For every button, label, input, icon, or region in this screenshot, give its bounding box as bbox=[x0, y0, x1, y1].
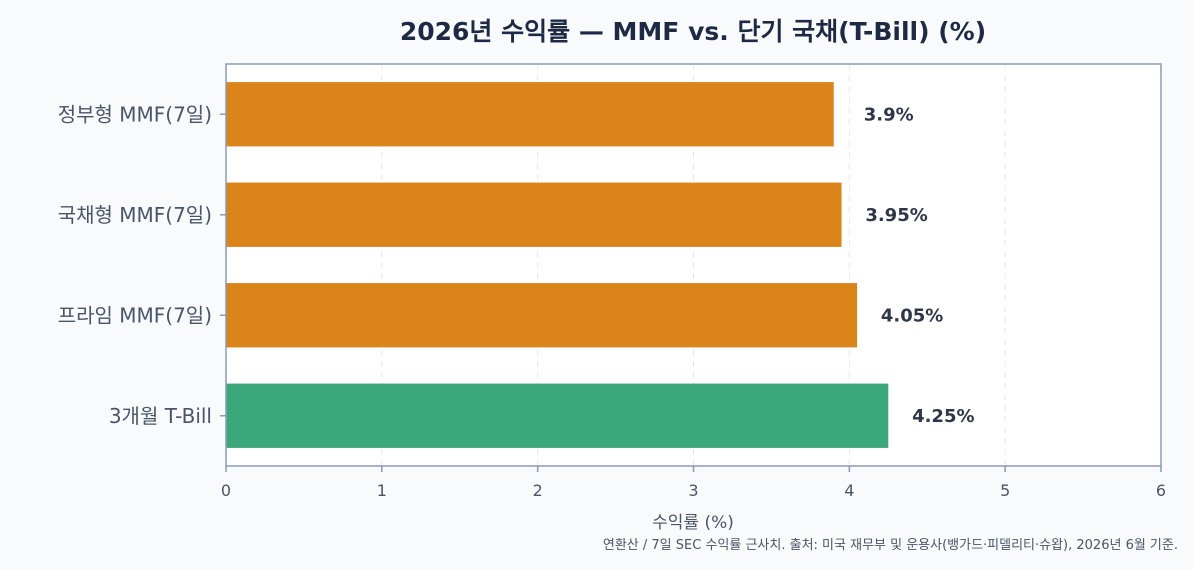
x-tick-label: 1 bbox=[377, 481, 387, 500]
bar bbox=[226, 182, 842, 247]
x-tick-label: 4 bbox=[844, 481, 854, 500]
category-label: 정부형 MMF(7일) bbox=[58, 102, 212, 126]
category-label: 국채형 MMF(7일) bbox=[58, 203, 212, 227]
bar bbox=[226, 82, 834, 147]
data-label: 4.05% bbox=[881, 305, 943, 326]
x-tick-label: 5 bbox=[1000, 481, 1010, 500]
x-tick-label: 3 bbox=[688, 481, 698, 500]
bar bbox=[226, 383, 889, 448]
category-label: 프라임 MMF(7일) bbox=[58, 303, 212, 327]
data-label: 3.95% bbox=[865, 205, 927, 226]
x-axis: 0 1 2 3 4 5 6 bbox=[221, 466, 1166, 500]
data-label: 3.9% bbox=[864, 104, 914, 125]
bar bbox=[226, 283, 858, 348]
data-label: 4.25% bbox=[912, 406, 974, 427]
chart-footnote: 연환산 / 7일 SEC 수익률 근사치. 출처: 미국 재무부 및 운용사(뱅… bbox=[603, 538, 1178, 553]
x-tick-label: 6 bbox=[1156, 481, 1166, 500]
x-tick-label: 2 bbox=[533, 481, 543, 500]
chart-title: 2026년 수익률 — MMF vs. 단기 국채(T-Bill) (%) bbox=[400, 17, 986, 46]
y-axis: 정부형 MMF(7일) 국채형 MMF(7일) 프라임 MMF(7일) 3개월 T-B… bbox=[58, 102, 226, 428]
x-tick-label: 0 bbox=[221, 481, 231, 500]
x-axis-title: 수익률 (%) bbox=[652, 513, 734, 533]
bars: 3.9% 3.95% 4.05% 4.25% bbox=[226, 82, 975, 448]
category-label: 3개월 T-Bill bbox=[109, 404, 212, 428]
